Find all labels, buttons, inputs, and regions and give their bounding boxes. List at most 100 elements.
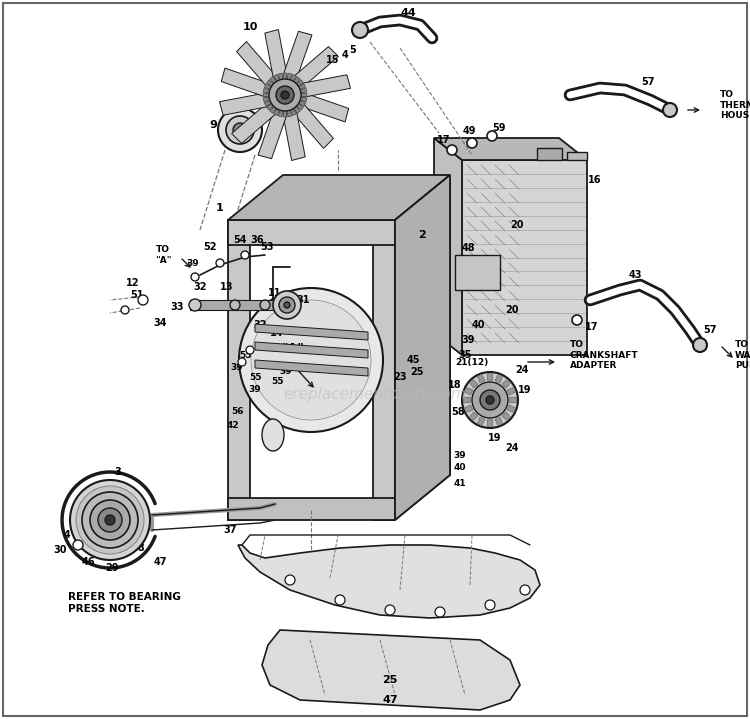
- Polygon shape: [263, 93, 269, 97]
- Text: 24: 24: [515, 365, 529, 375]
- Text: 39: 39: [461, 335, 475, 345]
- Text: 42: 42: [226, 421, 239, 429]
- Circle shape: [121, 306, 129, 314]
- Text: 16: 16: [588, 175, 602, 185]
- Text: 58: 58: [452, 407, 465, 417]
- Text: TO
"A": TO "A": [154, 245, 171, 265]
- Text: 57: 57: [641, 77, 655, 87]
- Polygon shape: [434, 138, 462, 355]
- Text: 57: 57: [704, 325, 717, 335]
- Text: 13: 13: [220, 282, 234, 292]
- Circle shape: [485, 600, 495, 610]
- Text: "A": "A": [281, 342, 304, 354]
- Polygon shape: [301, 93, 307, 97]
- Polygon shape: [278, 73, 283, 80]
- Circle shape: [480, 390, 500, 410]
- Text: 41: 41: [454, 479, 466, 487]
- Text: 14: 14: [270, 328, 284, 338]
- Polygon shape: [464, 405, 472, 413]
- Circle shape: [246, 346, 254, 354]
- Polygon shape: [220, 93, 269, 115]
- Text: 21(12): 21(12): [455, 357, 489, 367]
- Text: 55: 55: [272, 377, 284, 387]
- Polygon shape: [464, 388, 472, 395]
- Text: 9: 9: [209, 120, 217, 130]
- Polygon shape: [255, 324, 368, 340]
- Circle shape: [487, 131, 497, 141]
- Polygon shape: [274, 109, 279, 116]
- Polygon shape: [495, 375, 502, 383]
- Polygon shape: [300, 88, 307, 93]
- Text: 59: 59: [492, 123, 506, 133]
- Polygon shape: [267, 80, 274, 86]
- Circle shape: [238, 358, 246, 366]
- Circle shape: [269, 79, 301, 111]
- Polygon shape: [238, 545, 540, 618]
- Text: REFER TO BEARING
PRESS NOTE.: REFER TO BEARING PRESS NOTE.: [68, 592, 181, 613]
- Polygon shape: [567, 152, 587, 160]
- Polygon shape: [267, 104, 274, 110]
- Text: 29: 29: [105, 563, 118, 573]
- Text: 47: 47: [153, 557, 166, 567]
- Text: 15: 15: [326, 55, 340, 65]
- Polygon shape: [291, 75, 296, 81]
- Polygon shape: [507, 405, 516, 413]
- Circle shape: [226, 116, 254, 144]
- Polygon shape: [537, 148, 562, 160]
- Circle shape: [572, 315, 582, 325]
- Text: 55: 55: [238, 350, 251, 360]
- Polygon shape: [495, 417, 502, 426]
- Circle shape: [189, 299, 201, 311]
- Text: 20: 20: [510, 220, 524, 230]
- Text: 39: 39: [280, 367, 292, 377]
- Text: 5: 5: [350, 45, 356, 55]
- Text: 11: 11: [268, 288, 282, 298]
- Text: 49: 49: [462, 126, 476, 136]
- Text: 32: 32: [254, 320, 267, 330]
- Polygon shape: [298, 83, 305, 89]
- Polygon shape: [294, 77, 300, 83]
- Polygon shape: [292, 47, 338, 87]
- Polygon shape: [265, 101, 272, 106]
- Polygon shape: [283, 32, 312, 79]
- Polygon shape: [287, 73, 292, 80]
- Text: ereplacementparts.com: ereplacementparts.com: [284, 388, 466, 403]
- Polygon shape: [455, 255, 500, 290]
- Polygon shape: [283, 111, 305, 160]
- Polygon shape: [301, 75, 350, 97]
- Text: 31: 31: [296, 295, 310, 305]
- Text: 37: 37: [224, 525, 237, 535]
- Circle shape: [230, 300, 240, 310]
- Text: 25: 25: [382, 675, 398, 685]
- Text: 2: 2: [419, 231, 426, 240]
- Text: 12: 12: [126, 278, 140, 288]
- Text: 45: 45: [406, 355, 420, 365]
- Circle shape: [335, 595, 345, 605]
- Polygon shape: [395, 175, 450, 520]
- Polygon shape: [300, 97, 307, 102]
- Circle shape: [73, 540, 83, 550]
- Text: TO
CRANKSHAFT
ADAPTER: TO CRANKSHAFT ADAPTER: [570, 340, 638, 370]
- Text: 52: 52: [203, 242, 217, 252]
- Polygon shape: [294, 106, 300, 114]
- Text: 18: 18: [448, 380, 462, 390]
- Polygon shape: [228, 220, 395, 245]
- Circle shape: [251, 300, 371, 420]
- Polygon shape: [232, 103, 278, 143]
- Circle shape: [486, 396, 494, 404]
- Polygon shape: [502, 380, 511, 388]
- Text: 23: 23: [393, 372, 406, 382]
- Circle shape: [385, 605, 395, 615]
- Polygon shape: [236, 42, 278, 87]
- Polygon shape: [301, 93, 349, 122]
- Circle shape: [467, 138, 477, 148]
- Circle shape: [82, 492, 138, 548]
- Text: 17: 17: [585, 322, 598, 332]
- Text: 40: 40: [454, 464, 466, 472]
- Circle shape: [191, 273, 199, 281]
- Ellipse shape: [262, 419, 284, 451]
- Circle shape: [352, 22, 368, 38]
- Polygon shape: [502, 412, 511, 421]
- Circle shape: [260, 300, 270, 310]
- Text: 47: 47: [382, 695, 398, 705]
